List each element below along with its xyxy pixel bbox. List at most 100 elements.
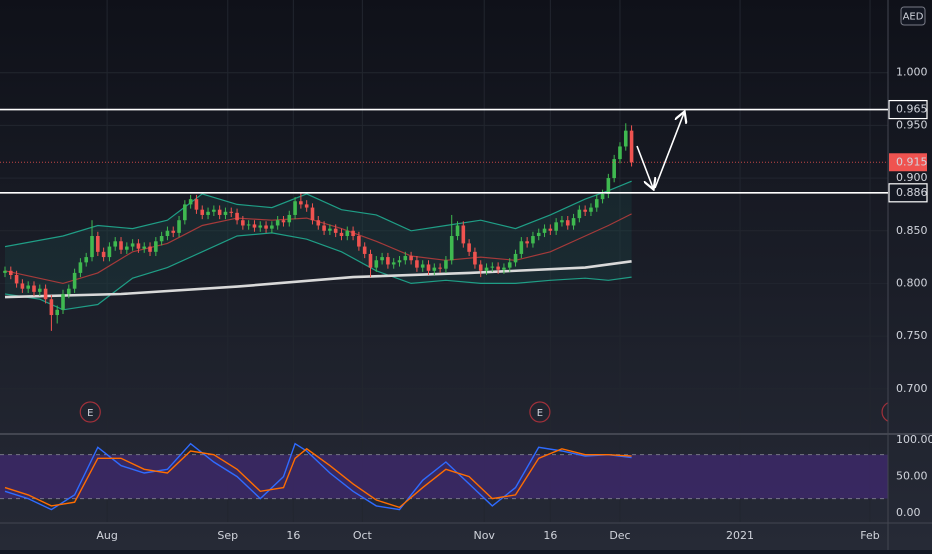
candle-body bbox=[357, 236, 361, 247]
candle bbox=[78, 258, 83, 278]
y-tick-label: 50.00 bbox=[896, 470, 928, 483]
candle bbox=[536, 228, 541, 241]
candle-body bbox=[49, 299, 54, 316]
candle-body bbox=[339, 232, 344, 237]
y-tick-label: 0.750 bbox=[896, 329, 928, 342]
candle bbox=[113, 237, 118, 251]
candle bbox=[229, 207, 234, 218]
last-price-box bbox=[889, 153, 927, 172]
candle bbox=[357, 231, 361, 251]
candle-body bbox=[531, 236, 535, 244]
candle-body bbox=[293, 201, 297, 215]
candle-body bbox=[461, 225, 466, 244]
candle-body bbox=[217, 209, 222, 215]
oscillator-line bbox=[4, 442, 632, 511]
candle-body bbox=[589, 207, 593, 212]
drawing-arrows bbox=[636, 113, 684, 189]
candle bbox=[565, 216, 570, 230]
candle bbox=[548, 224, 553, 235]
currency-box[interactable] bbox=[900, 6, 926, 26]
candle-body bbox=[380, 257, 384, 261]
candle bbox=[293, 197, 297, 220]
x-tick-label: Feb bbox=[860, 529, 879, 542]
earnings-label: E bbox=[87, 408, 93, 419]
candle bbox=[415, 256, 419, 272]
candle bbox=[426, 260, 431, 276]
candle-body bbox=[560, 220, 564, 223]
candle-body bbox=[165, 230, 170, 237]
candle-body bbox=[612, 159, 616, 179]
candle-body bbox=[171, 230, 176, 233]
y-tick-label: 0.900 bbox=[896, 171, 928, 184]
candle bbox=[61, 289, 65, 314]
candle-body bbox=[304, 204, 309, 208]
candle bbox=[96, 231, 100, 257]
candle-body bbox=[188, 199, 193, 205]
arrow-up bbox=[654, 113, 684, 189]
candle-body bbox=[507, 262, 512, 268]
indicator-line bbox=[4, 232, 632, 311]
candle bbox=[287, 210, 292, 227]
candle bbox=[246, 220, 251, 230]
candle-body bbox=[246, 224, 251, 226]
x-tick-label: Nov bbox=[473, 529, 495, 542]
currency: AED bbox=[903, 12, 924, 23]
candle bbox=[154, 237, 158, 257]
arrow-down bbox=[636, 145, 653, 188]
candle-body bbox=[571, 218, 576, 226]
candle bbox=[322, 221, 326, 235]
candle bbox=[432, 263, 437, 276]
candle-body bbox=[78, 262, 83, 273]
candle-body bbox=[61, 293, 65, 310]
candle bbox=[217, 205, 222, 220]
candle bbox=[444, 256, 448, 273]
candle-body bbox=[142, 246, 147, 249]
candle bbox=[618, 142, 622, 164]
candle-body bbox=[368, 253, 373, 268]
candle bbox=[206, 207, 210, 220]
candle-body bbox=[55, 309, 60, 316]
candle bbox=[380, 252, 384, 265]
candle bbox=[461, 221, 466, 248]
candle-body bbox=[618, 146, 622, 160]
candle bbox=[148, 242, 152, 257]
level-label: 0.965 bbox=[896, 103, 928, 116]
earnings-marker bbox=[881, 402, 888, 422]
candle-body bbox=[235, 212, 239, 221]
candle-body bbox=[449, 236, 454, 261]
candle bbox=[136, 239, 141, 253]
candle-body bbox=[43, 288, 48, 300]
x-tick-label: Oct bbox=[353, 529, 373, 542]
candle bbox=[438, 263, 442, 273]
candle bbox=[223, 207, 228, 220]
oscillator-line bbox=[4, 447, 632, 509]
oscillator-pane bbox=[0, 436, 888, 522]
candle-body bbox=[345, 230, 350, 237]
candle-body bbox=[159, 236, 164, 242]
candle bbox=[304, 200, 309, 212]
candle bbox=[252, 220, 257, 232]
candle-body bbox=[148, 246, 152, 252]
x-tick-label: Dec bbox=[609, 529, 630, 542]
candle-body bbox=[565, 220, 570, 226]
candle bbox=[623, 123, 628, 151]
y-tick-label: 0.850 bbox=[896, 224, 928, 237]
candle-body bbox=[72, 272, 77, 289]
candle-body bbox=[229, 211, 234, 213]
candle bbox=[589, 203, 593, 216]
candle bbox=[212, 205, 216, 216]
candle-body bbox=[136, 243, 141, 249]
candle bbox=[333, 224, 338, 238]
candle bbox=[142, 242, 147, 253]
level-box bbox=[888, 99, 928, 120]
candle-body bbox=[241, 220, 245, 226]
candle-body bbox=[281, 220, 286, 223]
candle-body bbox=[252, 224, 257, 228]
candle-body bbox=[438, 267, 442, 269]
candle bbox=[478, 260, 483, 278]
candle bbox=[72, 268, 77, 293]
candle bbox=[55, 305, 60, 324]
level-box bbox=[888, 183, 928, 203]
candle bbox=[84, 252, 89, 267]
